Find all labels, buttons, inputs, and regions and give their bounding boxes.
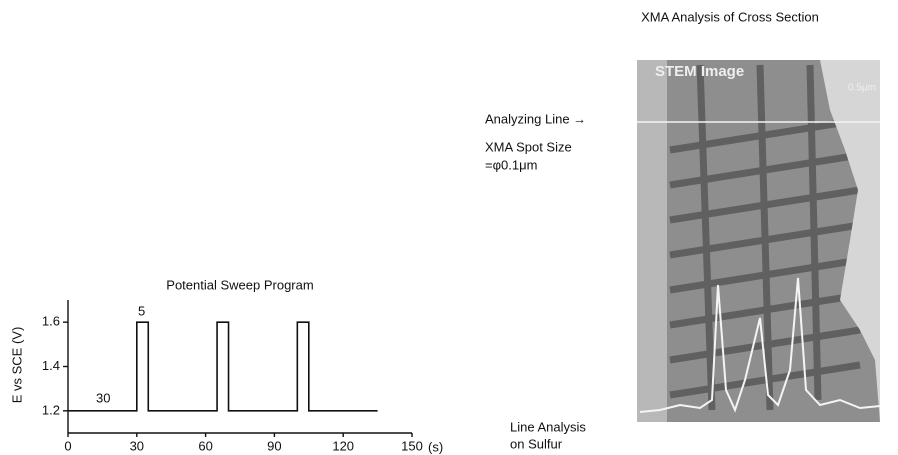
x-tick-label: 30 (130, 438, 144, 453)
y-tick-label: 1.2 (42, 402, 60, 417)
y-tick-label: 1.6 (42, 314, 60, 329)
x-axis-label: (s) (428, 439, 443, 454)
line (68, 322, 378, 411)
y-axis-label: E vs SCE (V) (9, 327, 24, 404)
x-tick-label: 150 (401, 438, 423, 453)
x-tick-label: 60 (198, 438, 212, 453)
chart-title: Potential Sweep Program (166, 277, 313, 292)
annotation: Line Analysis (510, 419, 586, 434)
figure: XMA Analysis of Cross Section Potential … (0, 0, 898, 455)
annotation: on Sulfur (510, 436, 563, 451)
figure-title: XMA Analysis of Cross Section (641, 9, 819, 24)
annotation: XMA Spot Size (485, 139, 572, 154)
annotation: 5 (138, 303, 145, 318)
x-tick-label: 120 (332, 438, 354, 453)
annotation: 30 (96, 390, 110, 405)
annotation: =φ0.1μm (485, 157, 537, 172)
image-label: STEM Image (655, 63, 744, 80)
micrograph (637, 60, 880, 422)
x-tick-label: 90 (267, 438, 281, 453)
x-tick-label: 0 (64, 438, 71, 453)
y-tick-label: 1.4 (42, 358, 60, 373)
scale-label: 0.5μm (848, 83, 876, 94)
annotation: Analyzing Line → (485, 111, 586, 126)
